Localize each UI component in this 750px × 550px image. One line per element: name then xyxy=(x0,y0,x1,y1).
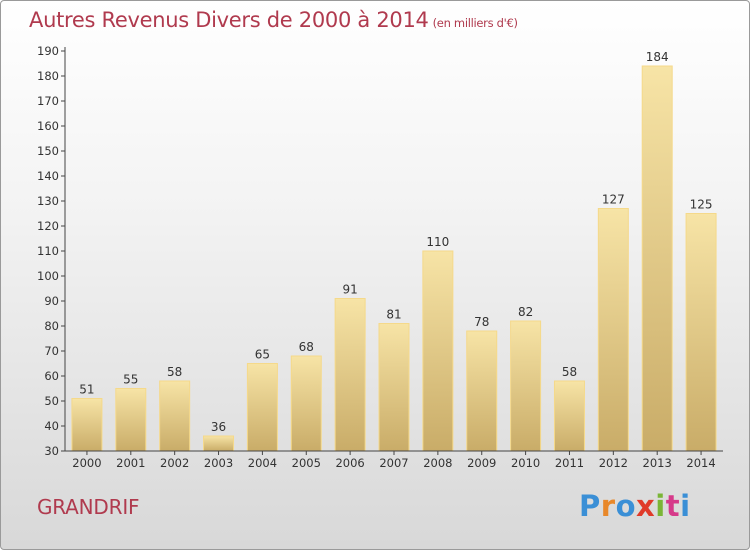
value-label-2000: 51 xyxy=(79,383,94,397)
x-tick-label-2014: 2014 xyxy=(686,456,715,470)
y-tick-label: 140 xyxy=(37,169,59,183)
value-label-2003: 36 xyxy=(211,420,226,434)
x-tick-label-2013: 2013 xyxy=(643,456,672,470)
value-label-2010: 82 xyxy=(518,305,533,319)
y-tick-label: 150 xyxy=(37,144,59,158)
value-label-2001: 55 xyxy=(123,373,138,387)
value-label-2002: 58 xyxy=(167,365,182,379)
bar-2014 xyxy=(685,213,717,452)
bar-2011 xyxy=(553,380,585,452)
bar-2006 xyxy=(334,298,366,452)
value-label-2006: 91 xyxy=(342,283,357,297)
bar-2001 xyxy=(115,388,147,452)
x-axis-ticks: 2000 2001 2002 2003 2004 2005 2006 2007 2008 2009… xyxy=(72,451,716,470)
y-tick-label: 110 xyxy=(37,244,59,258)
value-label-2007: 81 xyxy=(386,308,401,322)
bars xyxy=(71,65,717,452)
y-tick-label: 70 xyxy=(44,344,59,358)
bar-2005 xyxy=(290,355,322,452)
y-tick-label: 120 xyxy=(37,219,59,233)
value-label-2012: 127 xyxy=(602,193,625,207)
bar-2008 xyxy=(422,250,454,452)
y-tick-label: 30 xyxy=(44,444,59,458)
y-tick-label: 170 xyxy=(37,94,59,108)
chart-title: Autres Revenus Divers de 2000 à 2014 (en … xyxy=(29,8,518,32)
value-labels: 51 55 58 36 65 68 91 81 110 78 82 58 127 184 125 xyxy=(79,50,712,434)
x-tick-label-2002: 2002 xyxy=(160,456,189,470)
logo-letter: r xyxy=(600,489,616,523)
y-tick-label: 100 xyxy=(37,269,59,283)
bar-2000 xyxy=(71,398,103,452)
value-label-2013: 184 xyxy=(646,50,669,64)
logo-letter: i xyxy=(680,489,691,523)
chart-subtitle: (en milliers d'€) xyxy=(432,16,518,30)
bar-2007 xyxy=(378,323,410,452)
x-tick-label-2012: 2012 xyxy=(599,456,628,470)
logo-letter: x xyxy=(636,489,656,523)
y-tick-label: 130 xyxy=(37,194,59,208)
value-label-2009: 78 xyxy=(474,315,489,329)
bar-2013 xyxy=(641,65,673,452)
bar-2002 xyxy=(159,380,191,452)
location-label: GRANDRIF xyxy=(37,495,140,519)
x-tick-label-2004: 2004 xyxy=(248,456,277,470)
logo-letter: t xyxy=(665,489,681,523)
logo-letter: i xyxy=(655,489,666,523)
x-tick-label-2001: 2001 xyxy=(116,456,145,470)
y-tick-label: 160 xyxy=(37,119,59,133)
x-tick-label-2010: 2010 xyxy=(511,456,540,470)
y-tick-label: 190 xyxy=(37,44,59,58)
x-tick-label-2005: 2005 xyxy=(292,456,321,470)
value-label-2004: 65 xyxy=(255,348,270,362)
x-tick-label-2003: 2003 xyxy=(204,456,233,470)
x-tick-label-2008: 2008 xyxy=(423,456,452,470)
value-label-2014: 125 xyxy=(690,198,713,212)
y-tick-label: 90 xyxy=(44,294,59,308)
x-tick-label-2006: 2006 xyxy=(335,456,364,470)
y-tick-label: 80 xyxy=(44,319,59,333)
value-label-2005: 68 xyxy=(299,340,314,354)
bar-2012 xyxy=(597,208,629,452)
logo-letter: P xyxy=(579,489,601,523)
bar-2003 xyxy=(203,435,235,452)
logo-letter: o xyxy=(615,489,637,523)
y-tick-label: 60 xyxy=(44,369,59,383)
y-tick-label: 180 xyxy=(37,69,59,83)
value-label-2008: 110 xyxy=(426,235,449,249)
chart-title-text: Autres Revenus Divers de 2000 à 2014 xyxy=(29,8,429,32)
x-tick-label-2000: 2000 xyxy=(72,456,101,470)
y-axis-ticks: 30 40 50 60 70 80 90 100 110 120 130 140 150 160 170 18… xyxy=(37,44,65,458)
y-tick-label: 40 xyxy=(44,419,59,433)
x-tick-label-2007: 2007 xyxy=(379,456,408,470)
bar-2009 xyxy=(466,330,498,452)
proxiti-logo[interactable]: Proxiti xyxy=(579,489,691,523)
bar-2010 xyxy=(510,320,542,452)
x-tick-label-2011: 2011 xyxy=(555,456,584,470)
x-tick-label-2009: 2009 xyxy=(467,456,496,470)
bar-2004 xyxy=(246,363,278,452)
value-label-2011: 58 xyxy=(562,365,577,379)
y-tick-label: 50 xyxy=(44,394,59,408)
